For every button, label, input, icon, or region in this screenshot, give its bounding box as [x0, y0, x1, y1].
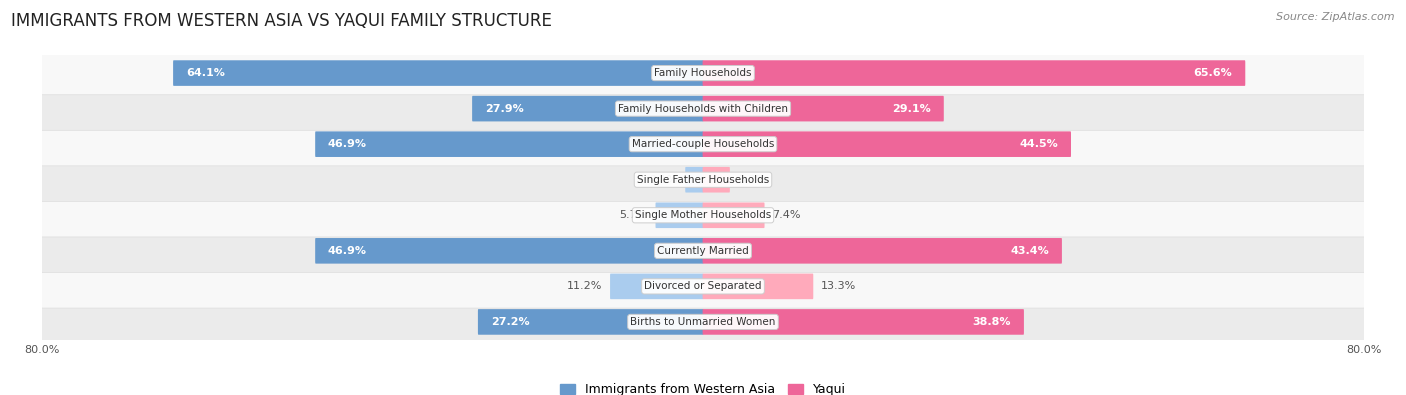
FancyBboxPatch shape: [703, 167, 730, 192]
Text: 3.2%: 3.2%: [738, 175, 766, 185]
FancyBboxPatch shape: [41, 300, 1365, 344]
FancyBboxPatch shape: [41, 229, 1365, 273]
FancyBboxPatch shape: [703, 274, 813, 299]
Text: 46.9%: 46.9%: [328, 139, 367, 149]
Text: Married-couple Households: Married-couple Households: [631, 139, 775, 149]
Text: Single Father Households: Single Father Households: [637, 175, 769, 185]
FancyBboxPatch shape: [685, 167, 703, 192]
Text: 5.7%: 5.7%: [619, 210, 648, 220]
FancyBboxPatch shape: [478, 309, 703, 335]
FancyBboxPatch shape: [41, 87, 1365, 130]
Text: 27.9%: 27.9%: [485, 103, 523, 114]
FancyBboxPatch shape: [703, 96, 943, 121]
FancyBboxPatch shape: [655, 203, 703, 228]
Text: 43.4%: 43.4%: [1011, 246, 1049, 256]
FancyBboxPatch shape: [41, 122, 1365, 166]
FancyBboxPatch shape: [703, 132, 1071, 157]
Text: Currently Married: Currently Married: [657, 246, 749, 256]
Text: Divorced or Separated: Divorced or Separated: [644, 281, 762, 292]
Text: 13.3%: 13.3%: [821, 281, 856, 292]
FancyBboxPatch shape: [41, 158, 1365, 201]
FancyBboxPatch shape: [703, 203, 765, 228]
FancyBboxPatch shape: [315, 132, 703, 157]
Text: Single Mother Households: Single Mother Households: [636, 210, 770, 220]
FancyBboxPatch shape: [41, 265, 1365, 308]
Legend: Immigrants from Western Asia, Yaqui: Immigrants from Western Asia, Yaqui: [560, 383, 846, 395]
Text: IMMIGRANTS FROM WESTERN ASIA VS YAQUI FAMILY STRUCTURE: IMMIGRANTS FROM WESTERN ASIA VS YAQUI FA…: [11, 12, 553, 30]
FancyBboxPatch shape: [173, 60, 703, 86]
Text: 38.8%: 38.8%: [973, 317, 1011, 327]
FancyBboxPatch shape: [703, 309, 1024, 335]
Text: Births to Unmarried Women: Births to Unmarried Women: [630, 317, 776, 327]
Text: 44.5%: 44.5%: [1019, 139, 1059, 149]
Text: Family Households: Family Households: [654, 68, 752, 78]
Text: Family Households with Children: Family Households with Children: [619, 103, 787, 114]
FancyBboxPatch shape: [703, 60, 1246, 86]
FancyBboxPatch shape: [472, 96, 703, 121]
Text: 7.4%: 7.4%: [772, 210, 801, 220]
FancyBboxPatch shape: [315, 238, 703, 263]
FancyBboxPatch shape: [41, 51, 1365, 95]
Text: 11.2%: 11.2%: [567, 281, 602, 292]
FancyBboxPatch shape: [703, 238, 1062, 263]
FancyBboxPatch shape: [610, 274, 703, 299]
Text: Source: ZipAtlas.com: Source: ZipAtlas.com: [1277, 12, 1395, 22]
Text: 64.1%: 64.1%: [186, 68, 225, 78]
Text: 29.1%: 29.1%: [893, 103, 931, 114]
Text: 46.9%: 46.9%: [328, 246, 367, 256]
Text: 65.6%: 65.6%: [1194, 68, 1233, 78]
FancyBboxPatch shape: [41, 194, 1365, 237]
Text: 27.2%: 27.2%: [491, 317, 529, 327]
Text: 2.1%: 2.1%: [650, 175, 678, 185]
